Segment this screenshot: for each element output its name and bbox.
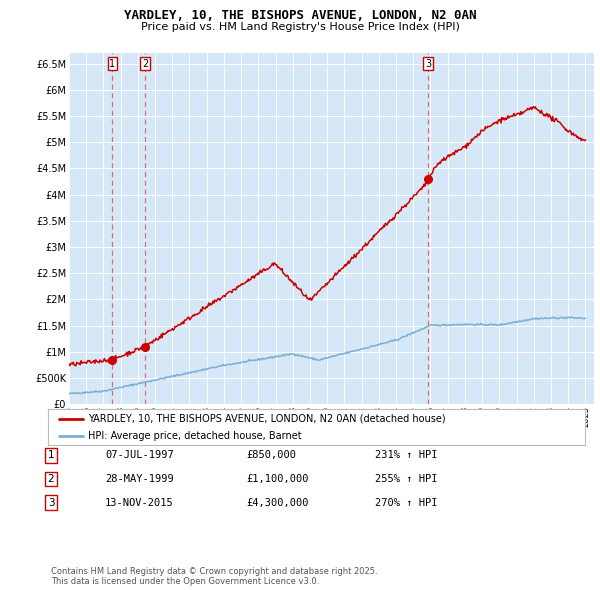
Text: YARDLEY, 10, THE BISHOPS AVENUE, LONDON, N2 0AN: YARDLEY, 10, THE BISHOPS AVENUE, LONDON,… (124, 9, 476, 22)
Text: 270% ↑ HPI: 270% ↑ HPI (375, 498, 437, 507)
Text: £1,100,000: £1,100,000 (246, 474, 308, 484)
Text: 3: 3 (425, 58, 431, 68)
Text: 1: 1 (109, 58, 115, 68)
Text: 28-MAY-1999: 28-MAY-1999 (105, 474, 174, 484)
Text: £850,000: £850,000 (246, 451, 296, 460)
Text: 07-JUL-1997: 07-JUL-1997 (105, 451, 174, 460)
Text: 2: 2 (142, 58, 148, 68)
Text: 2: 2 (47, 474, 55, 484)
Text: Price paid vs. HM Land Registry's House Price Index (HPI): Price paid vs. HM Land Registry's House … (140, 22, 460, 32)
Text: 3: 3 (47, 498, 55, 507)
Text: 255% ↑ HPI: 255% ↑ HPI (375, 474, 437, 484)
Text: 13-NOV-2015: 13-NOV-2015 (105, 498, 174, 507)
Text: 1: 1 (47, 451, 55, 460)
Text: Contains HM Land Registry data © Crown copyright and database right 2025.: Contains HM Land Registry data © Crown c… (51, 568, 377, 576)
Text: HPI: Average price, detached house, Barnet: HPI: Average price, detached house, Barn… (88, 431, 302, 441)
Text: 231% ↑ HPI: 231% ↑ HPI (375, 451, 437, 460)
Text: £4,300,000: £4,300,000 (246, 498, 308, 507)
Text: YARDLEY, 10, THE BISHOPS AVENUE, LONDON, N2 0AN (detached house): YARDLEY, 10, THE BISHOPS AVENUE, LONDON,… (88, 414, 446, 424)
Text: This data is licensed under the Open Government Licence v3.0.: This data is licensed under the Open Gov… (51, 578, 319, 586)
